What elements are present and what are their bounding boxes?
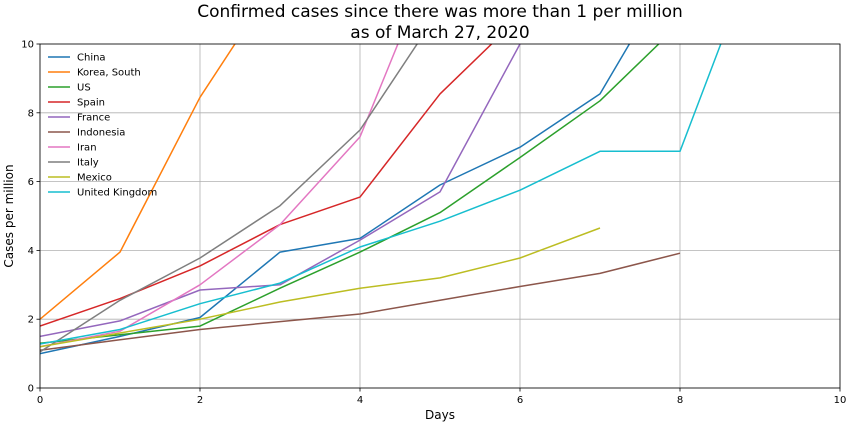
axis-ticks: 0 2 4 6 8 10 0 2 4 6 8 10 xyxy=(21,40,846,407)
legend-label-us: US xyxy=(77,83,91,94)
legend-label-indonesia: Indonesia xyxy=(77,128,125,139)
x-tick-label: 0 xyxy=(37,395,43,406)
y-tick-label: 6 xyxy=(28,177,34,188)
series-line-china xyxy=(40,44,631,355)
x-tick-label: 2 xyxy=(197,395,203,406)
legend-label-mexico: Mexico xyxy=(77,173,112,184)
legend-label-iran: Iran xyxy=(77,143,97,154)
series-line-us xyxy=(40,44,660,345)
series-line-italy xyxy=(40,44,419,353)
y-tick-label: 8 xyxy=(28,108,34,119)
x-tick-label: 8 xyxy=(677,395,683,406)
y-tick-label: 4 xyxy=(28,246,34,257)
series-line-united-kingdom xyxy=(40,44,722,345)
series-line-spain xyxy=(40,44,493,327)
plot-frame xyxy=(39,43,841,389)
legend-label-france: France xyxy=(77,113,110,124)
legend: China Korea, South US Spain France Indonesia I… xyxy=(48,53,157,199)
legend-label-spain: Spain xyxy=(77,98,105,109)
x-tick-label: 4 xyxy=(357,395,363,406)
y-tick-label: 0 xyxy=(28,384,34,395)
y-tick-label: 2 xyxy=(28,315,34,326)
series-line-mexico xyxy=(40,227,601,348)
chart-title: Confirmed cases since there was more tha… xyxy=(197,2,683,22)
chart-subtitle: as of March 27, 2020 xyxy=(350,23,529,43)
x-axis-label: Days xyxy=(425,408,455,422)
series-line-indonesia xyxy=(40,252,681,351)
series-line-korea-south xyxy=(40,44,236,320)
legend-label-united-kingdom: United Kingdom xyxy=(77,188,157,199)
series-line-france xyxy=(40,44,521,338)
x-tick-label: 6 xyxy=(517,395,523,406)
legend-label-china: China xyxy=(77,53,106,64)
series-layer xyxy=(40,44,722,355)
grid xyxy=(39,43,841,389)
y-tick-label: 10 xyxy=(21,40,34,51)
y-axis-label: Cases per million xyxy=(2,164,16,267)
legend-label-italy: Italy xyxy=(77,158,99,169)
series-line-iran xyxy=(40,44,399,348)
legend-label-korea-south: Korea, South xyxy=(77,68,141,79)
x-tick-label: 10 xyxy=(834,395,847,406)
